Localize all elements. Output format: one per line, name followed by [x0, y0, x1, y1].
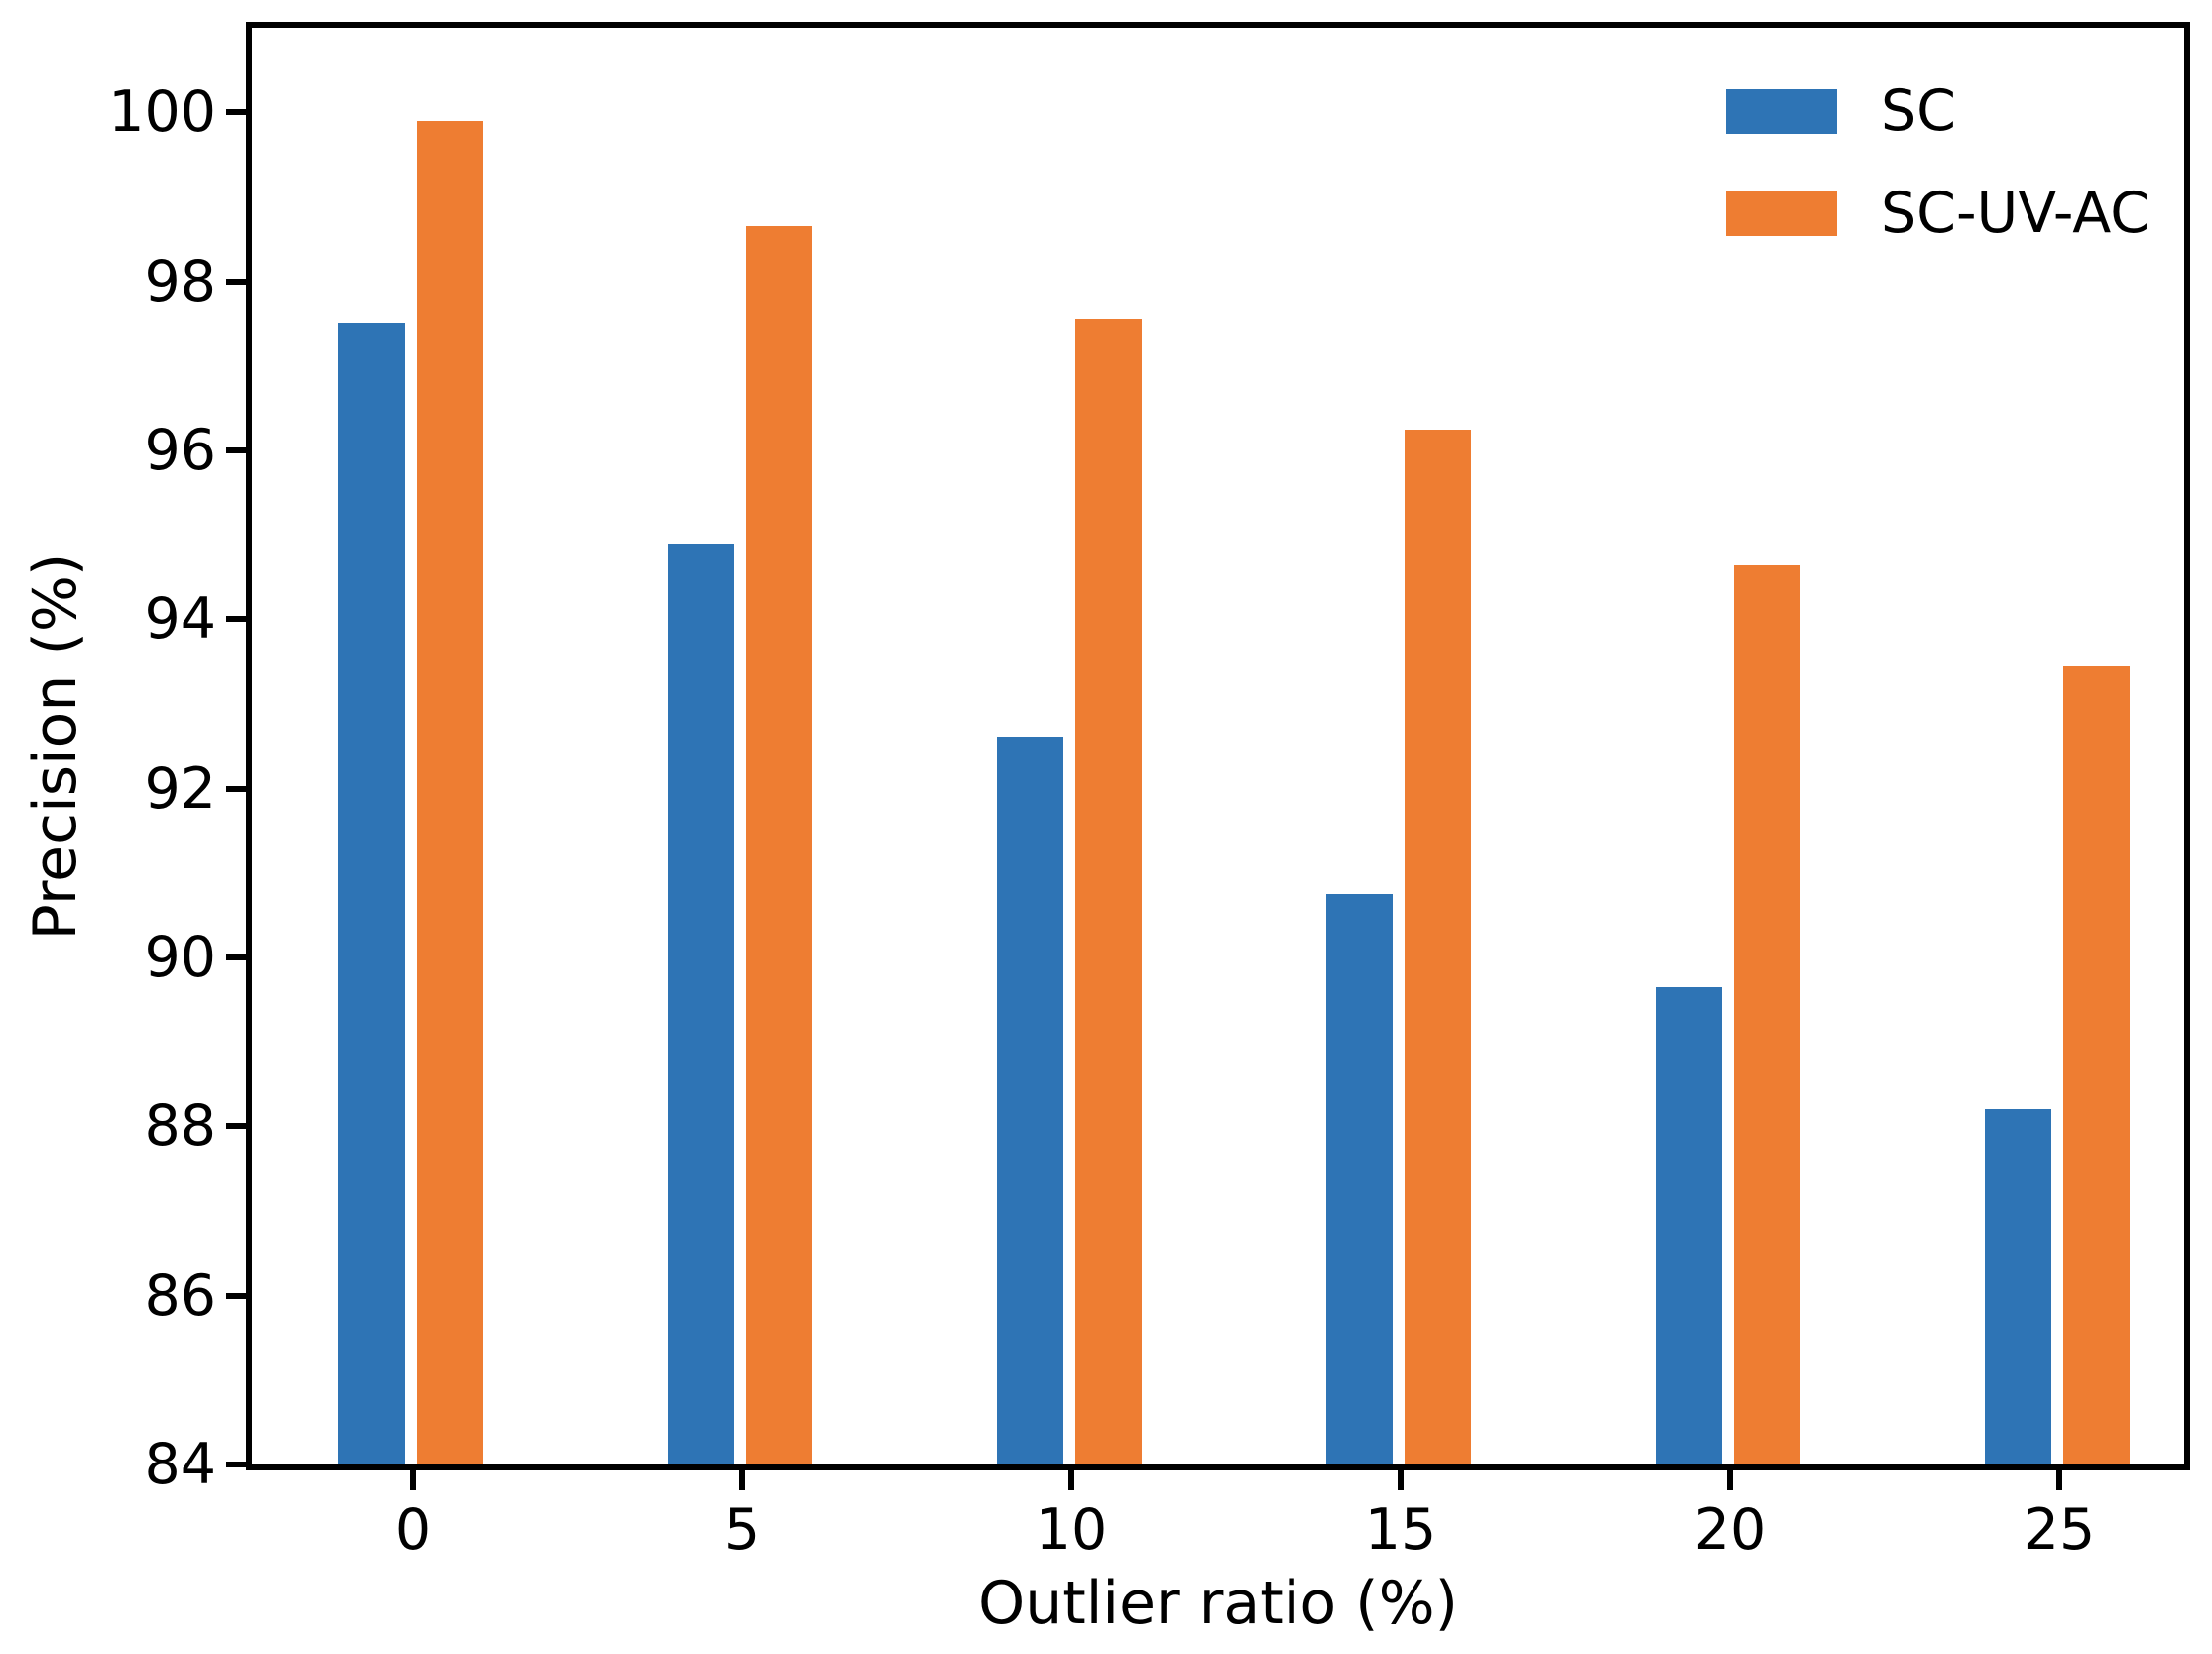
bar-sc-20 [1656, 987, 1722, 1464]
y-tick-label-98: 98 [144, 249, 216, 315]
x-tick-mark-25 [2056, 1470, 2062, 1490]
y-tick-mark-96 [226, 447, 246, 453]
y-tick-mark-92 [226, 786, 246, 792]
bar-sc-0 [338, 323, 405, 1464]
x-tick-mark-5 [739, 1470, 745, 1490]
y-tick-mark-98 [226, 279, 246, 285]
bar-sc-uv-ac-5 [746, 226, 812, 1464]
y-tick-label-84: 84 [144, 1432, 216, 1497]
legend-label-sc-uv-ac: SC-UV-AC [1881, 181, 2151, 246]
bar-sc-uv-ac-20 [1734, 565, 1800, 1464]
y-tick-label-90: 90 [144, 925, 216, 990]
x-tick-mark-15 [1398, 1470, 1404, 1490]
x-tick-mark-20 [1727, 1470, 1733, 1490]
x-axis-title: Outlier ratio (%) [977, 1569, 1458, 1638]
y-tick-mark-100 [226, 109, 246, 115]
x-tick-label-20: 20 [1693, 1497, 1767, 1563]
legend-swatch-sc-uv-ac [1726, 191, 1837, 236]
y-tick-label-96: 96 [144, 418, 216, 483]
bar-sc-uv-ac-25 [2063, 666, 2130, 1464]
y-tick-mark-84 [226, 1462, 246, 1467]
x-tick-label-5: 5 [723, 1497, 761, 1563]
legend-label-sc: SC [1881, 78, 1956, 144]
x-tick-label-15: 15 [1364, 1497, 1437, 1563]
legend: SC SC-UV-AC [1726, 81, 2150, 243]
bar-sc-5 [668, 544, 734, 1464]
bar-sc-25 [1985, 1109, 2051, 1464]
legend-item-sc: SC [1726, 81, 2150, 141]
y-tick-mark-90 [226, 954, 246, 960]
bar-sc-uv-ac-15 [1405, 430, 1471, 1464]
bars-layer [252, 28, 2184, 1464]
x-tick-mark-0 [410, 1470, 416, 1490]
y-tick-label-86: 86 [144, 1263, 216, 1329]
bar-sc-15 [1326, 894, 1393, 1464]
bar-sc-uv-ac-10 [1075, 319, 1142, 1464]
plot-area [246, 22, 2190, 1470]
bar-sc-10 [997, 737, 1063, 1464]
y-tick-mark-86 [226, 1293, 246, 1299]
y-tick-label-100: 100 [108, 79, 216, 145]
legend-item-sc-uv-ac: SC-UV-AC [1726, 184, 2150, 243]
legend-swatch-sc [1726, 88, 1837, 134]
y-tick-label-88: 88 [144, 1093, 216, 1159]
y-tick-label-94: 94 [144, 586, 216, 652]
bar-sc-uv-ac-0 [417, 121, 483, 1464]
y-tick-label-92: 92 [144, 756, 216, 822]
y-axis-title: Precision (%) [21, 552, 90, 941]
x-tick-mark-10 [1068, 1470, 1074, 1490]
y-tick-mark-88 [226, 1123, 246, 1129]
y-tick-mark-94 [226, 616, 246, 622]
x-tick-label-10: 10 [1035, 1497, 1108, 1563]
x-tick-label-0: 0 [394, 1497, 431, 1563]
x-tick-label-25: 25 [2023, 1497, 2096, 1563]
